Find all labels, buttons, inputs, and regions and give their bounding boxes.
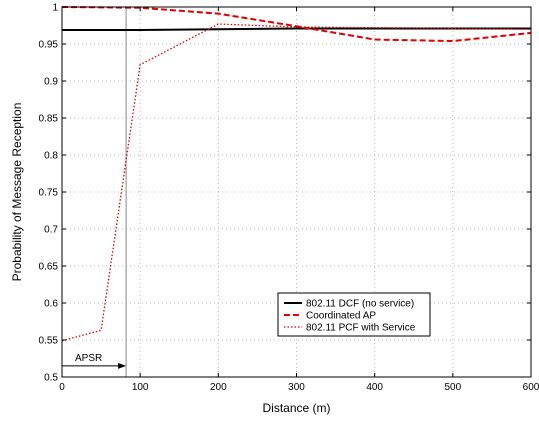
axes	[61, 6, 532, 378]
annotation-label: APSR	[75, 353, 102, 364]
series-line-2	[61, 6, 532, 43]
x-axis-label: Distance (m)	[262, 401, 330, 415]
x-tick-label: 500	[444, 382, 461, 393]
x-tick-label: 100	[132, 382, 149, 393]
y-tick-label: 0.65	[39, 262, 59, 273]
y-tick-label: 0.9	[44, 77, 58, 88]
x-tick-label: 400	[366, 382, 383, 393]
x-tick-label: 0	[59, 382, 65, 393]
x-tick-label: 300	[288, 382, 305, 393]
legend-box	[277, 292, 431, 337]
annotations: APSR	[62, 353, 127, 369]
x-tick-label: 200	[210, 382, 227, 393]
series-line-3	[61, 23, 532, 342]
x-tick-label: 600	[523, 382, 539, 393]
y-tick-label: 0.95	[39, 40, 59, 51]
legend: 802.11 DCF (no service)Coordinated AP802…	[277, 292, 431, 337]
y-tick-label: 0.8	[44, 151, 58, 162]
y-tick-label: 0.85	[39, 114, 59, 125]
y-axis-label: Probability of Message Reception	[10, 103, 24, 282]
legend-label-3: 802.11 PCF with Service	[306, 323, 416, 334]
y-tick-labels: 0.5 0.55 0.6 0.65 0.7 0.75 0.8 0.85 0.9 0.95 1	[39, 3, 59, 384]
legend-label-2: Coordinated AP	[306, 311, 376, 322]
series-layer	[61, 6, 532, 342]
y-tick-label: 0.7	[44, 225, 58, 236]
y-tick-label: 1	[52, 3, 58, 14]
y-tick-label: 0.75	[39, 188, 59, 199]
series-line-1	[62, 27, 531, 31]
legend-label-1: 802.11 DCF (no service)	[306, 299, 414, 310]
x-tick-labels: 0 100 200 300 400 500 600	[59, 382, 539, 393]
y-tick-label: 0.5	[44, 373, 58, 384]
y-tick-label: 0.55	[39, 336, 59, 347]
y-tick-label: 0.6	[44, 299, 58, 310]
